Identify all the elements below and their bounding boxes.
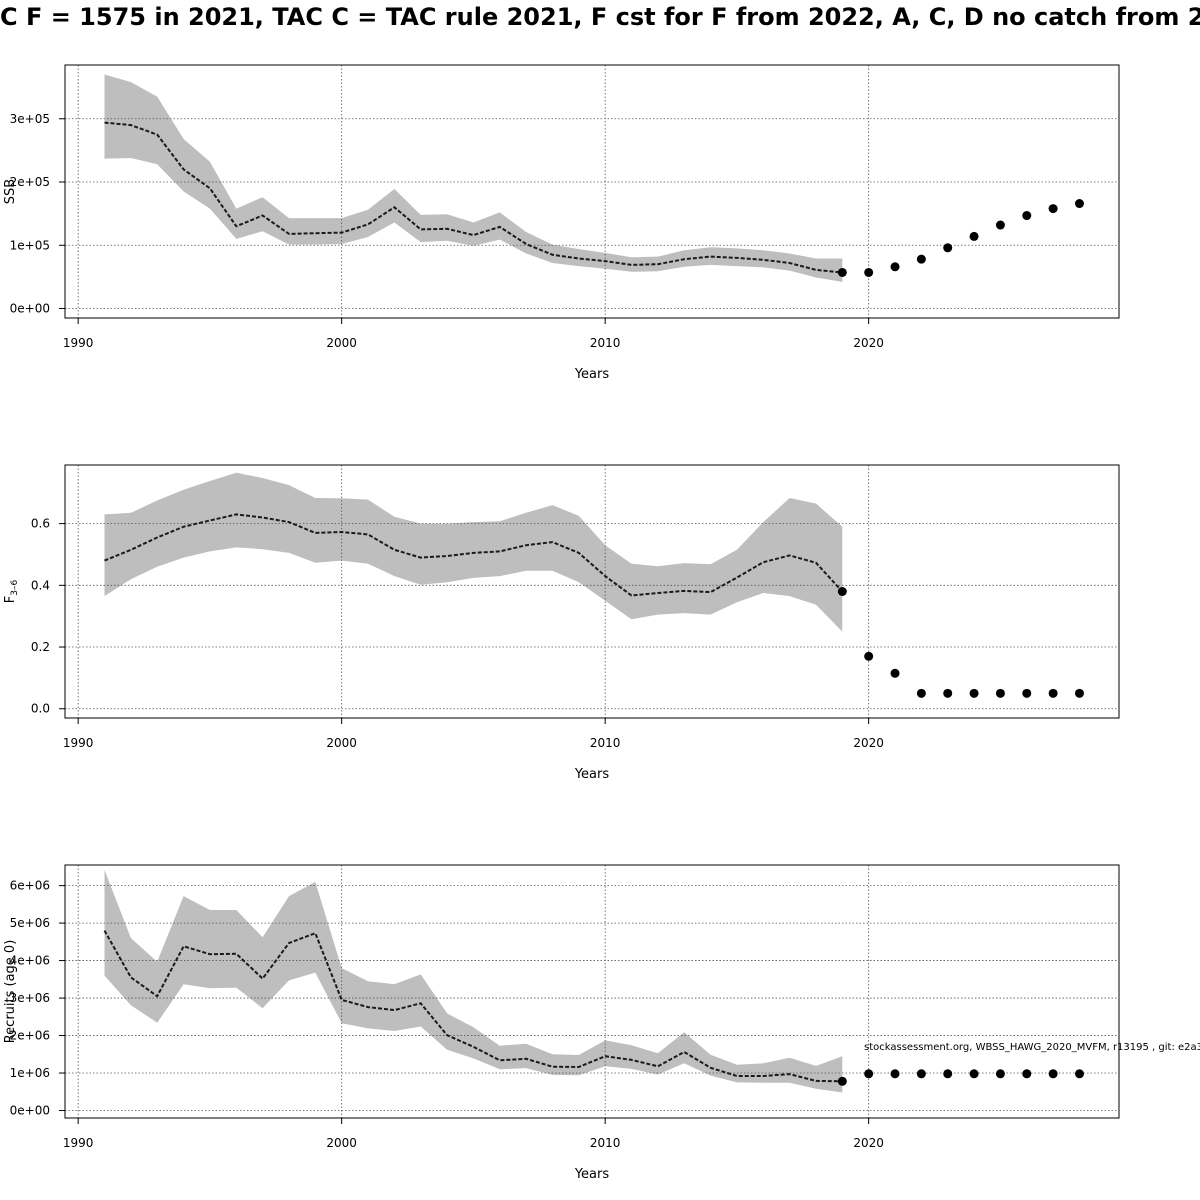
footnote-label: stockassessment.org, WBSS_HAWG_2020_MVFM…	[864, 1042, 1200, 1053]
estimate-line	[103, 930, 843, 1083]
y-tick-label: 1e+05	[10, 238, 50, 252]
y-axis-label: Recruits (age 0)	[3, 940, 18, 1044]
forecast-point	[890, 668, 900, 678]
forecast-point	[1048, 204, 1058, 214]
x-tick-label: 2010	[590, 336, 621, 350]
chart-title: C F = 1575 in 2021, TAC C = TAC rule 202…	[0, 3, 1200, 31]
forecast-point	[890, 1069, 900, 1079]
forecast-point	[837, 267, 847, 277]
forecast-point	[864, 651, 874, 661]
forecast-point	[943, 243, 953, 253]
y-tick-label: 0.0	[31, 702, 50, 716]
forecast-point	[916, 1069, 926, 1079]
forecast-point	[969, 1069, 979, 1079]
x-tick-label: 2010	[590, 736, 621, 750]
y-tick-label: 0.4	[31, 578, 50, 592]
y-tick-label: 0e+00	[10, 1104, 50, 1118]
confidence-band	[104, 869, 843, 1093]
forecast-point	[1074, 688, 1084, 698]
forecast-point	[916, 254, 926, 264]
forecast-point	[995, 1069, 1005, 1079]
x-tick-label: 2020	[853, 736, 884, 750]
x-axis-label: Years	[574, 767, 610, 782]
forecast-point	[1022, 211, 1032, 221]
forecast-point	[1022, 688, 1032, 698]
forecast-point	[995, 688, 1005, 698]
x-axis-label: Years	[574, 367, 610, 382]
x-tick-label: 2020	[853, 1136, 884, 1150]
forecast-point	[1074, 1069, 1084, 1079]
forecast-point	[1074, 199, 1084, 209]
x-tick-label: 1990	[63, 736, 94, 750]
y-tick-label: 2e+05	[10, 175, 50, 189]
forecast-point	[837, 1076, 847, 1086]
y-tick-label: 0e+00	[10, 302, 50, 316]
y-tick-label: 6e+06	[10, 879, 50, 893]
forecast-point	[943, 1069, 953, 1079]
y-axis-label: SSB	[3, 179, 18, 204]
confidence-band	[104, 74, 843, 282]
forecast-point	[864, 1069, 874, 1079]
x-tick-label: 2010	[590, 1136, 621, 1150]
forecast-point	[890, 262, 900, 272]
estimate-line	[104, 121, 843, 274]
y-tick-label: 5e+06	[10, 916, 50, 930]
y-tick-label: 0.2	[31, 640, 50, 654]
y-tick-label: 0.6	[31, 517, 50, 531]
forecast-point	[864, 267, 874, 277]
y-tick-label: 4e+06	[10, 954, 50, 968]
x-axis-label: Years	[574, 1167, 610, 1182]
plot-frame	[64, 464, 1120, 719]
x-tick-label: 2000	[326, 336, 357, 350]
y-tick-label: 2e+06	[10, 1029, 50, 1043]
forecast-point	[943, 688, 953, 698]
panel-2: 1990 2000 2010 2020 0.0 0.2 0.4 0.6 Years F3–6	[3, 464, 1120, 782]
forecast-point	[969, 231, 979, 241]
x-tick-label: 1990	[63, 336, 94, 350]
plot-frame	[64, 864, 1120, 1119]
forecast-point	[916, 688, 926, 698]
panel-3: 1990 2000 2010 2020 0e+00 1e+06 2e+06 3e+06 4e+0…	[3, 864, 1120, 1182]
forecast-point	[837, 587, 847, 596]
plot-frame	[64, 64, 1120, 319]
forecast-point	[995, 220, 1005, 230]
forecast-point	[1048, 1069, 1058, 1079]
forecast-point	[1022, 1069, 1032, 1079]
x-tick-label: 2000	[326, 736, 357, 750]
y-tick-label: 3e+05	[10, 112, 50, 126]
forecast-point	[969, 688, 979, 698]
estimate-line	[104, 513, 844, 597]
y-axis-label: F3–6	[3, 580, 20, 604]
x-tick-label: 2000	[326, 1136, 357, 1150]
panel-1: 1990 2000 2010 2020 0e+00 1e+05 2e+05 3e+05 Year…	[3, 64, 1120, 382]
forecast-point	[1048, 688, 1058, 698]
y-tick-label: 3e+06	[10, 991, 50, 1005]
x-tick-label: 1990	[63, 1136, 94, 1150]
y-tick-label: 1e+06	[10, 1066, 50, 1080]
x-tick-label: 2020	[853, 336, 884, 350]
